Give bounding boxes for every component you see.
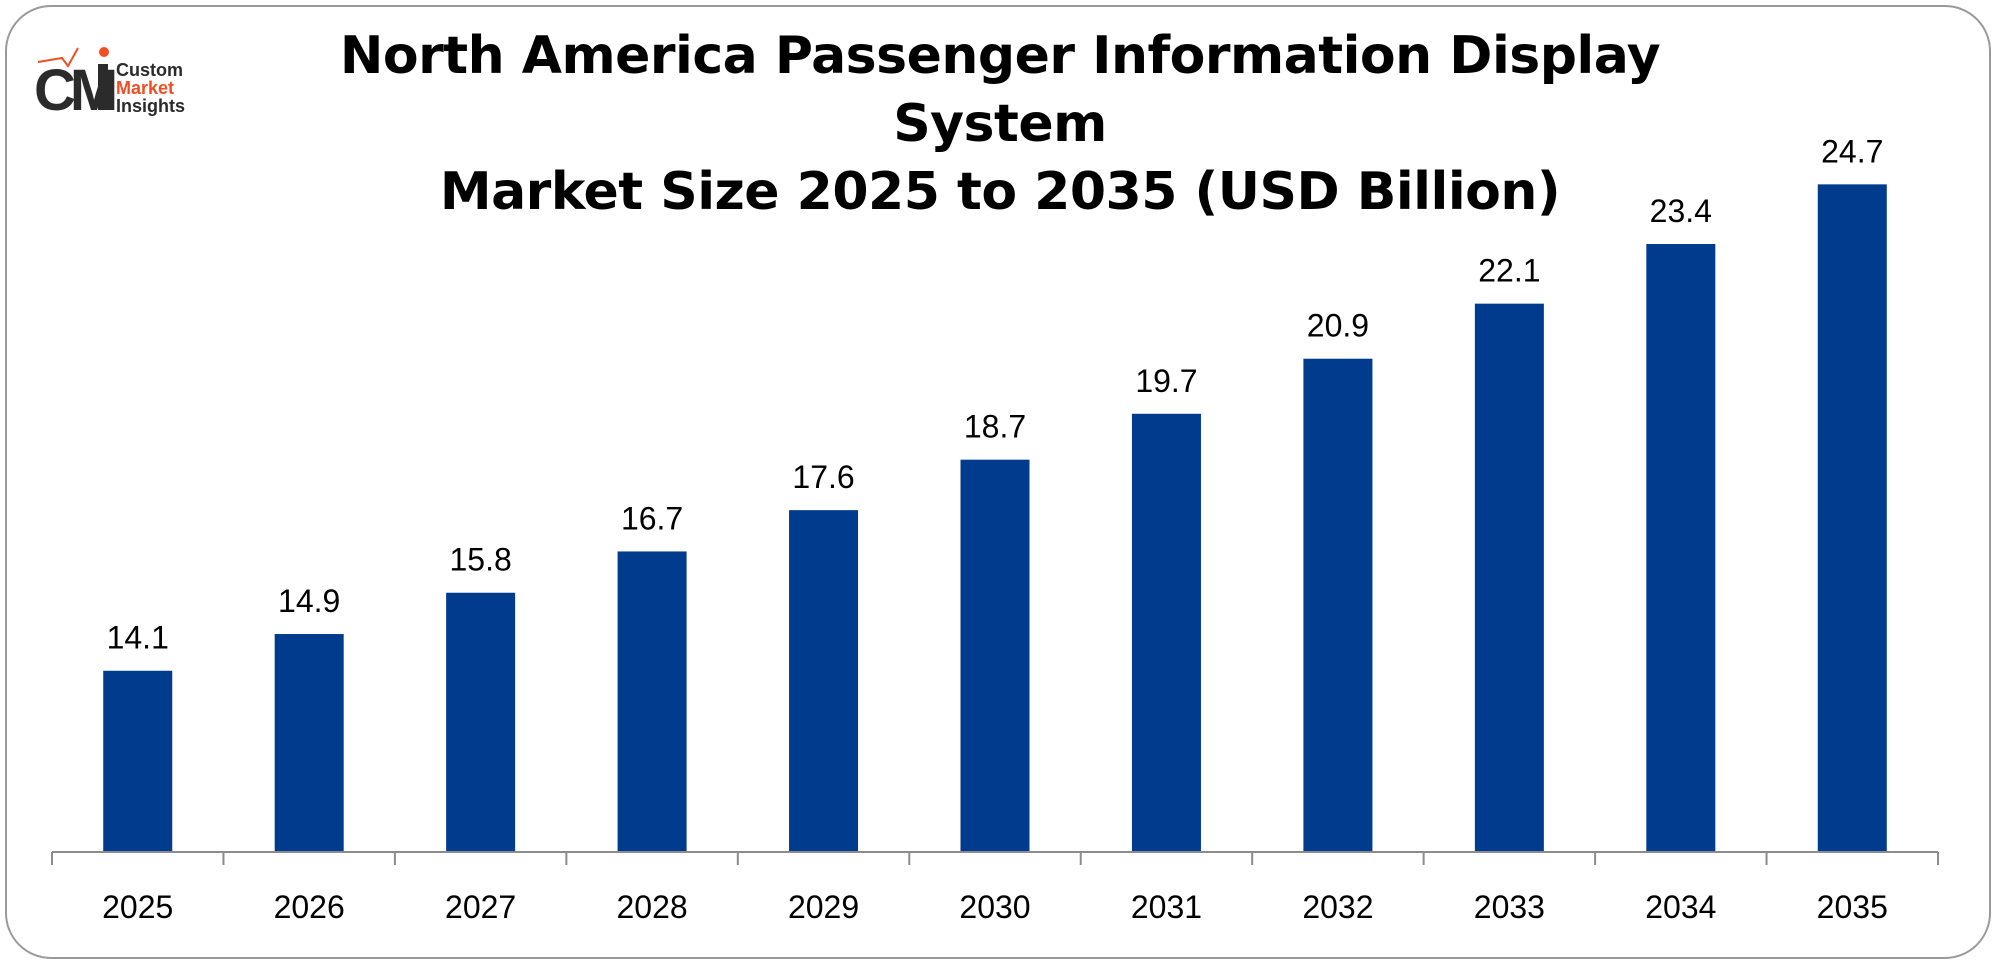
bar [617,551,687,852]
data-label: 14.1 [107,620,169,656]
data-label: 16.7 [621,500,683,536]
bar [274,634,344,852]
bar [1646,244,1716,852]
bar [960,459,1030,852]
data-label: 22.1 [1478,253,1540,289]
data-label: 23.4 [1650,193,1712,229]
chart-frame [5,5,1991,959]
data-label: 20.9 [1307,308,1369,344]
data-label: 24.7 [1821,133,1883,169]
data-label: 18.7 [964,409,1026,445]
x-tick-label: 2026 [274,889,345,925]
svg-text:Custom: Custom [116,60,183,80]
bar [1131,413,1201,852]
data-label: 17.6 [792,459,854,495]
bar [1817,184,1887,853]
x-tick-label: 2025 [102,889,173,925]
data-label: 14.9 [278,583,340,619]
svg-text:Insights: Insights [116,96,185,116]
chart-title: North America Passenger Information Disp… [280,22,1720,226]
title-line-1: North America Passenger Information Disp… [339,26,1661,154]
cmi-logo-icon: CM Custom Market Insights [34,47,185,123]
x-tick-label: 2035 [1817,889,1888,925]
title-line-2: Market Size 2025 to 2035 (USD Billion) [439,162,1561,222]
bar [103,670,173,852]
x-tick-label: 2032 [1302,889,1373,925]
bar [789,510,859,852]
bar [1303,358,1373,852]
bar [1474,303,1544,852]
logo: CM Custom Market Insights [34,40,214,123]
x-tick-label: 2028 [616,889,687,925]
svg-text:Market: Market [116,78,174,98]
x-tick-label: 2034 [1645,889,1716,925]
x-tick-label: 2029 [788,889,859,925]
data-label: 19.7 [1135,363,1197,399]
x-tick-label: 2030 [959,889,1030,925]
bar [446,592,516,852]
x-tick-label: 2031 [1131,889,1202,925]
data-label: 15.8 [449,542,511,578]
x-tick-label: 2027 [445,889,516,925]
x-tick-label: 2033 [1474,889,1545,925]
